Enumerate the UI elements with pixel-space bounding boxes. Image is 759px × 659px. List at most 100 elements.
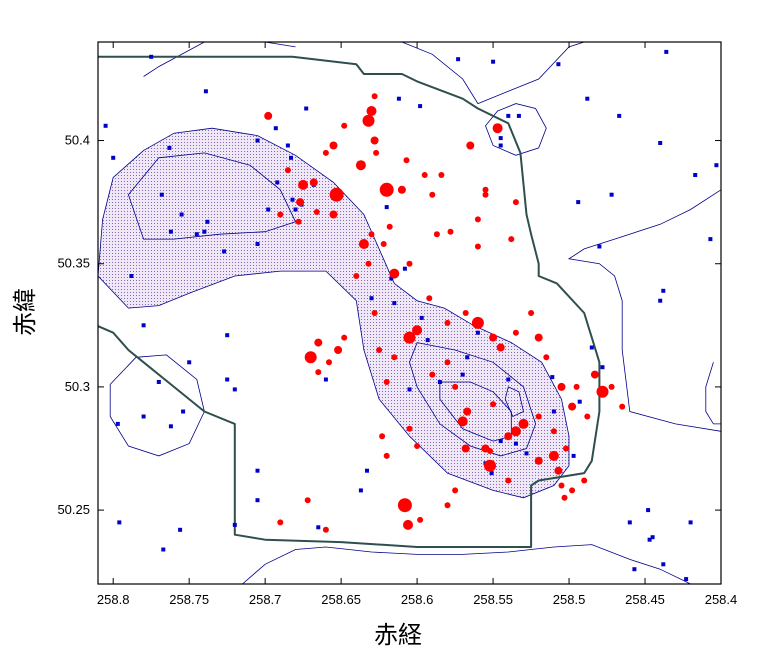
blue-point	[256, 585, 260, 589]
blue-point	[149, 54, 154, 59]
red-point	[447, 228, 454, 235]
blue-point	[156, 380, 161, 384]
blue-point	[255, 242, 260, 246]
blue-point	[714, 163, 719, 168]
red-point	[366, 106, 377, 116]
blue-point	[577, 399, 582, 404]
red-point	[482, 191, 489, 198]
red-point	[581, 477, 588, 484]
red-point	[561, 494, 568, 501]
blue-point	[225, 333, 230, 338]
red-point	[329, 210, 338, 219]
blue-point	[658, 141, 663, 145]
red-point	[391, 354, 398, 361]
red-point	[557, 382, 566, 391]
red-point	[314, 338, 323, 347]
blue-point	[425, 338, 430, 343]
y-tick-label: 50.35	[57, 256, 90, 271]
red-point	[371, 310, 378, 316]
red-point	[414, 443, 421, 449]
blue-point	[290, 197, 295, 202]
red-point	[383, 379, 390, 385]
red-point	[379, 182, 394, 197]
contour-line	[109, 354, 205, 457]
red-point	[371, 93, 378, 100]
red-point	[490, 401, 497, 408]
red-point	[429, 191, 436, 198]
blue-point	[506, 377, 511, 382]
red-point	[315, 369, 322, 376]
red-point	[534, 456, 543, 465]
red-point-layer	[264, 93, 626, 533]
blue-point	[255, 468, 260, 473]
red-point	[444, 319, 451, 326]
red-point	[389, 268, 400, 279]
blue-point	[524, 451, 529, 456]
blue-point	[389, 276, 394, 281]
red-point	[543, 354, 550, 361]
blue-point	[556, 62, 561, 67]
red-point	[386, 223, 393, 230]
survey-boundary	[98, 55, 601, 548]
red-point	[362, 114, 375, 127]
x-tick-label: 258.55	[473, 592, 513, 607]
red-point	[474, 216, 481, 223]
blue-point	[179, 212, 184, 217]
blue-point	[178, 527, 183, 532]
red-point	[379, 433, 386, 440]
red-point	[438, 172, 445, 178]
blue-point	[167, 145, 172, 150]
red-point	[505, 477, 512, 484]
blue-point	[661, 562, 666, 567]
red-point	[313, 209, 320, 215]
blue-point	[392, 301, 397, 306]
x-tick-label: 258.6	[401, 592, 434, 607]
blue-point	[293, 207, 298, 212]
red-point	[397, 498, 412, 513]
red-point	[406, 260, 413, 267]
red-point	[554, 466, 563, 475]
red-point	[590, 370, 599, 379]
contour-line	[504, 386, 524, 418]
red-point	[496, 343, 505, 352]
red-point	[429, 371, 436, 378]
contour-line	[567, 189, 721, 432]
red-point	[563, 445, 569, 452]
blue-point	[585, 96, 590, 101]
blue-point	[407, 387, 412, 392]
blue-point	[498, 136, 503, 141]
x-tick-label: 258.7	[249, 592, 282, 607]
blue-point	[232, 522, 237, 527]
blue-point	[202, 229, 207, 234]
blue-point	[498, 439, 503, 444]
red-point	[433, 231, 440, 238]
red-point	[373, 149, 380, 156]
blue-point	[273, 126, 278, 131]
blue-point	[617, 113, 622, 118]
blue-point	[168, 229, 173, 234]
red-point	[452, 487, 459, 494]
red-point	[528, 310, 535, 316]
contour-line	[242, 544, 691, 584]
contour-line	[705, 362, 721, 425]
blue-point	[117, 520, 122, 525]
blue-point	[491, 59, 496, 64]
red-point	[550, 428, 557, 435]
blue-point	[141, 323, 146, 328]
blue-point	[688, 520, 693, 525]
red-point	[295, 218, 302, 225]
red-point	[487, 448, 493, 454]
red-point	[492, 123, 503, 134]
red-point	[548, 450, 559, 461]
blue-point	[129, 274, 134, 278]
blue-point	[506, 113, 511, 118]
blue-point	[516, 113, 521, 118]
x-axis-ticks: 258.8 258.75 258.7 258.65 258.6 258.55 258.5 25…	[97, 42, 737, 607]
red-point	[322, 149, 329, 156]
blue-point	[684, 577, 689, 582]
red-point	[417, 516, 424, 523]
x-tick-label: 258.65	[321, 592, 361, 607]
blue-point	[632, 567, 637, 572]
blue-point	[551, 409, 556, 414]
